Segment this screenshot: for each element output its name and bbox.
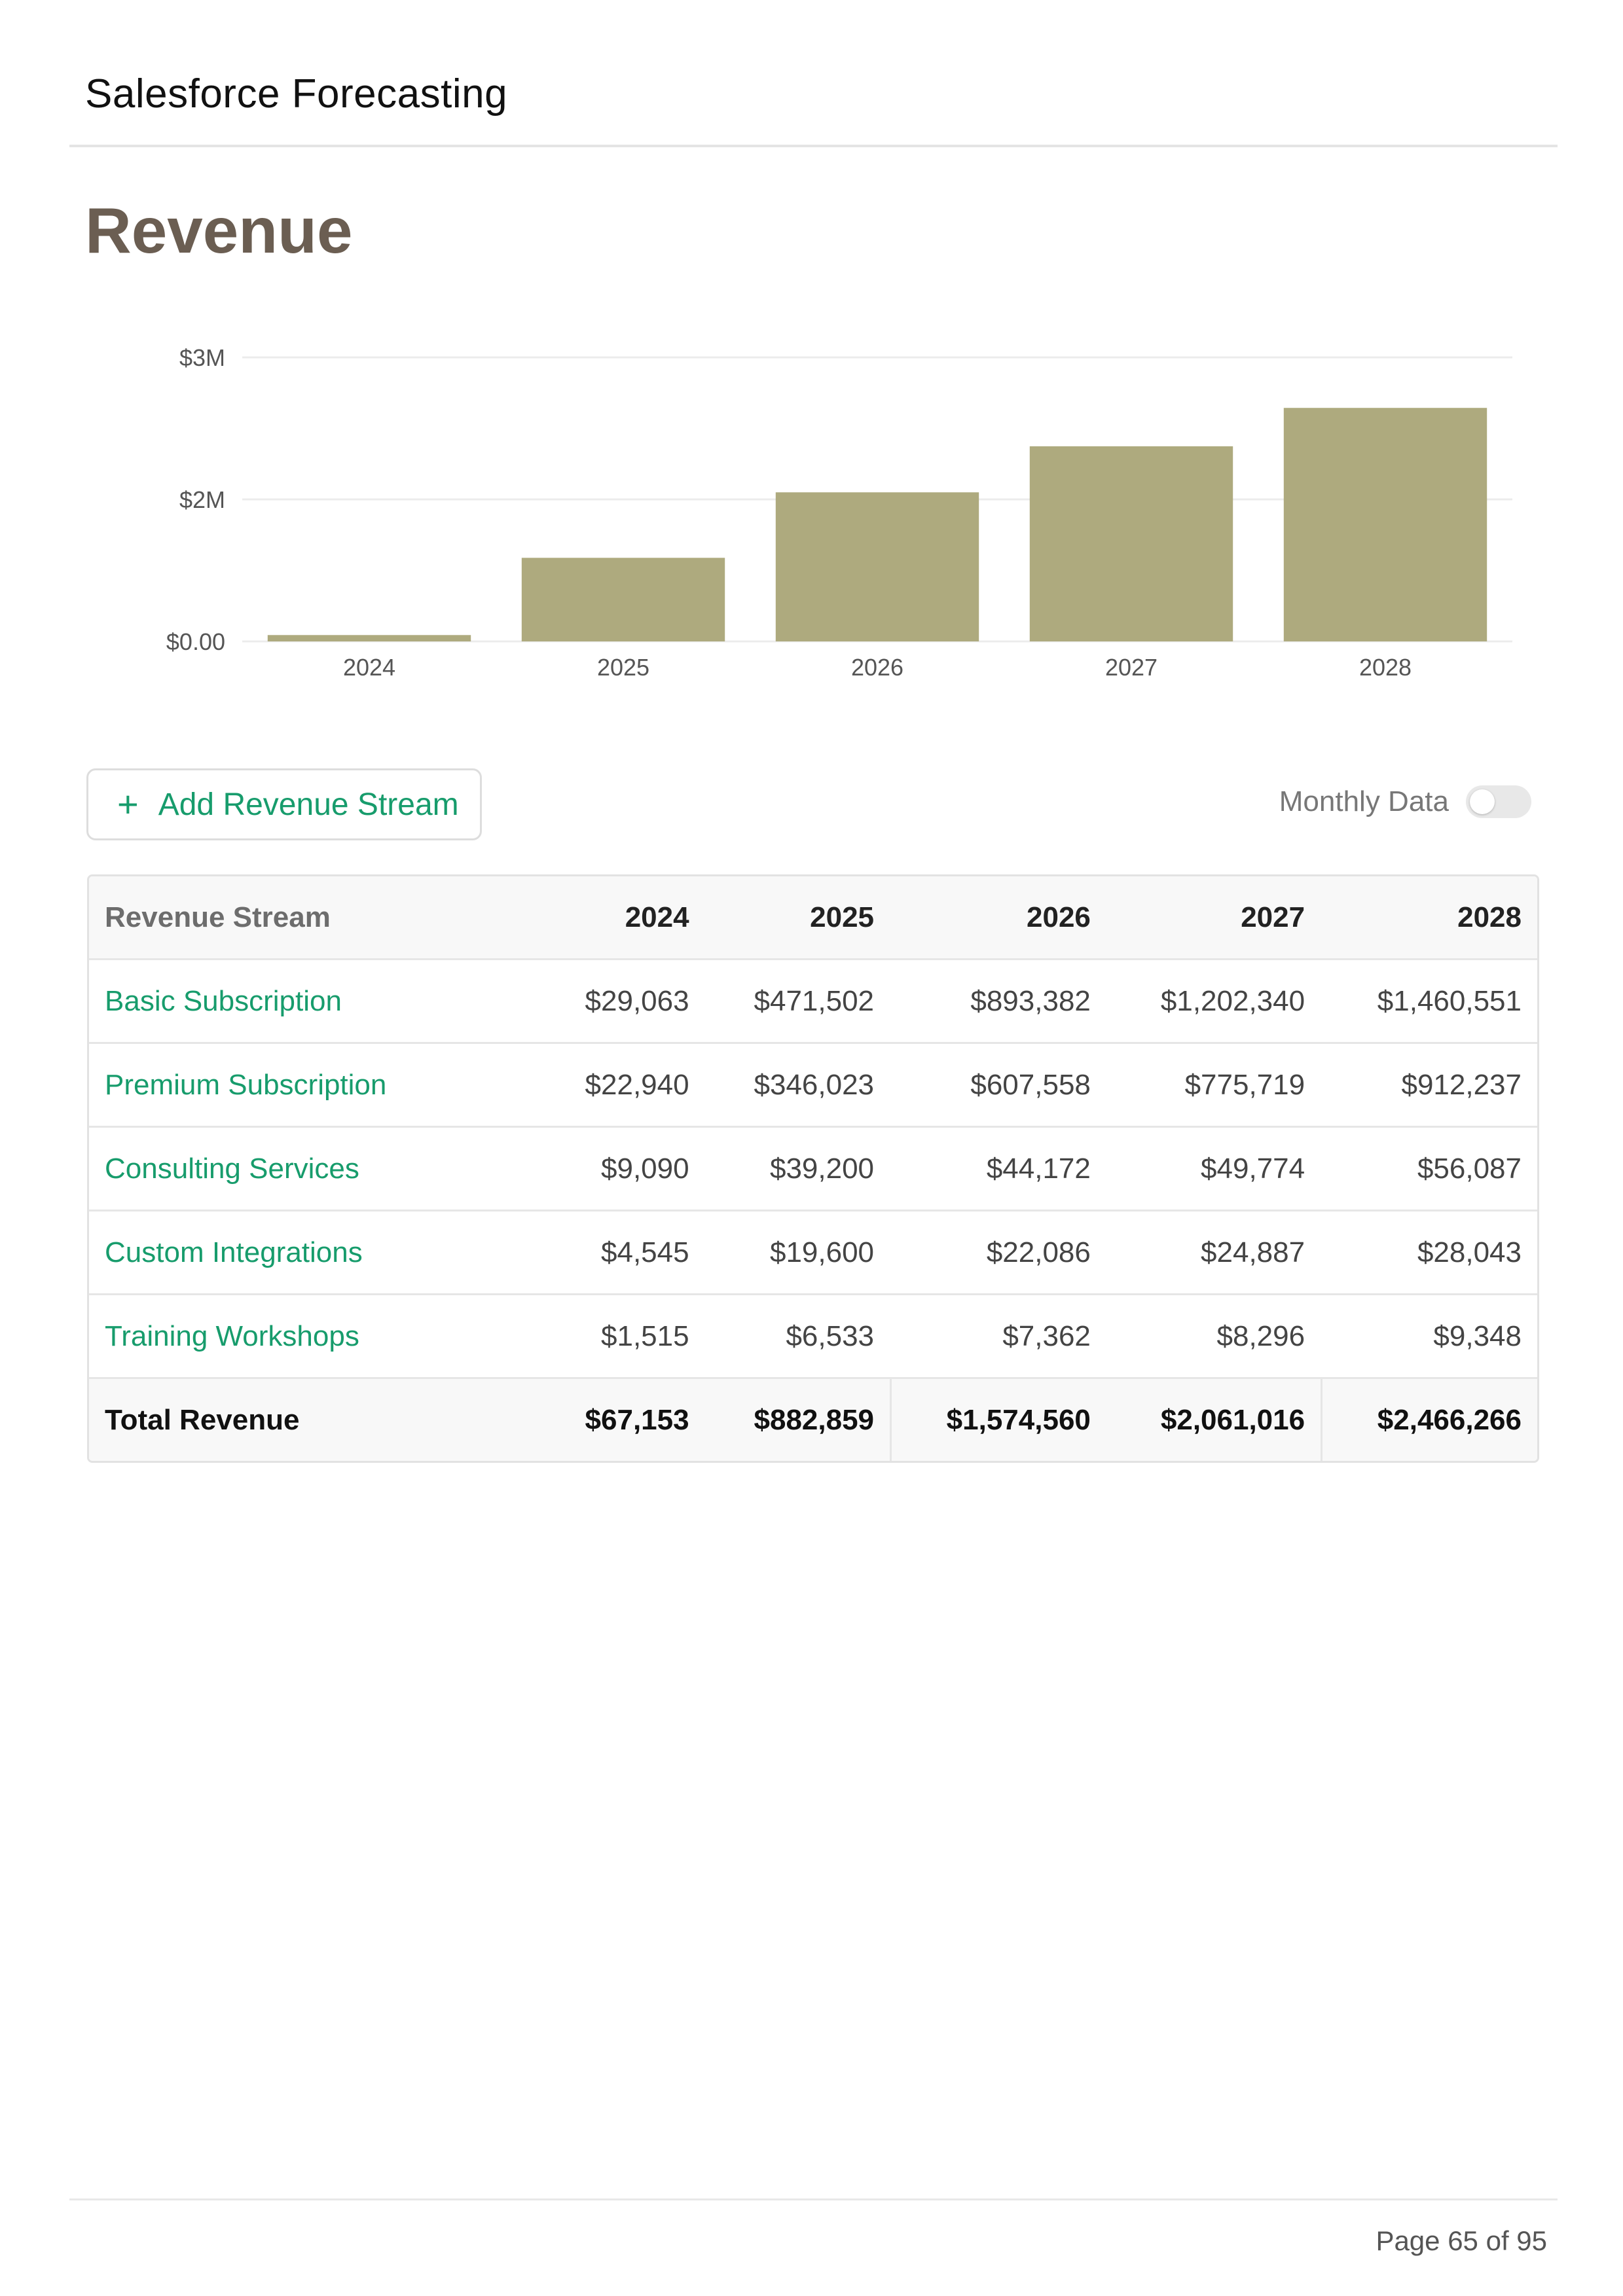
table-cell: $29,063 xyxy=(539,960,705,1044)
x-tick-label: 2025 xyxy=(597,654,649,681)
x-tick-label: 2028 xyxy=(1359,654,1412,681)
table-cell: $19,600 xyxy=(704,1211,890,1295)
table-cell: $44,172 xyxy=(890,1128,1106,1211)
table-cell: $1,460,551 xyxy=(1321,960,1537,1044)
table-row: Custom Integrations $4,545 $19,600 $22,0… xyxy=(89,1211,1537,1295)
table-cell: $4,545 xyxy=(539,1211,705,1295)
footer-divider xyxy=(69,2198,1558,2200)
bar xyxy=(521,558,725,641)
add-revenue-stream-button[interactable]: + Add Revenue Stream xyxy=(86,768,482,840)
revenue-stream-link[interactable]: Consulting Services xyxy=(89,1128,539,1211)
table-cell: $39,200 xyxy=(704,1128,890,1211)
table-cell: $1,202,340 xyxy=(1106,960,1321,1044)
table-cell: $6,533 xyxy=(704,1295,890,1379)
monthly-data-toggle[interactable] xyxy=(1466,785,1531,818)
table-cell: $22,940 xyxy=(539,1044,705,1128)
table-row: Consulting Services $9,090 $39,200 $44,1… xyxy=(89,1128,1537,1211)
table-cell: $1,515 xyxy=(539,1295,705,1379)
table-cell: $7,362 xyxy=(890,1295,1106,1379)
revenue-stream-link[interactable]: Basic Subscription xyxy=(89,960,539,1044)
x-tick-label: 2027 xyxy=(1105,654,1158,681)
revenue-table: Revenue Stream 2024 2025 2026 2027 2028 … xyxy=(87,874,1539,1463)
header-divider xyxy=(69,145,1558,147)
table-cell: $607,558 xyxy=(890,1044,1106,1128)
revenue-stream-link[interactable]: Premium Subscription xyxy=(89,1044,539,1128)
page-number: Page 65 of 95 xyxy=(1376,2225,1547,2256)
monthly-data-label: Monthly Data xyxy=(1279,785,1449,817)
total-cell: $882,859 xyxy=(704,1379,890,1461)
column-header-revenue-stream: Revenue Stream xyxy=(89,876,539,960)
table-row: Training Workshops $1,515 $6,533 $7,362 … xyxy=(89,1295,1537,1379)
total-cell: $1,574,560 xyxy=(890,1379,1106,1461)
table-cell: $775,719 xyxy=(1106,1044,1321,1128)
y-tick-label: $0.00 xyxy=(166,628,225,655)
column-header-2027: 2027 xyxy=(1106,876,1321,960)
total-row: Total Revenue $67,153 $882,859 $1,574,56… xyxy=(89,1379,1537,1461)
total-cell: $67,153 xyxy=(539,1379,705,1461)
table-cell: $56,087 xyxy=(1321,1128,1537,1211)
bar xyxy=(1283,408,1487,641)
revenue-stream-link[interactable]: Training Workshops xyxy=(89,1295,539,1379)
table-cell: $912,237 xyxy=(1321,1044,1537,1128)
table-cell: $471,502 xyxy=(704,960,890,1044)
bar xyxy=(775,492,979,641)
total-cell: $2,466,266 xyxy=(1321,1379,1537,1461)
column-header-2024: 2024 xyxy=(539,876,705,960)
bar xyxy=(267,635,471,641)
header-title: Salesforce Forecasting xyxy=(85,71,508,117)
x-tick-label: 2024 xyxy=(343,654,395,681)
table-cell: $24,887 xyxy=(1106,1211,1321,1295)
table-cell: $22,086 xyxy=(890,1211,1106,1295)
x-tick-label: 2026 xyxy=(851,654,903,681)
monthly-data-control: Monthly Data xyxy=(1279,785,1531,818)
toggle-knob xyxy=(1470,789,1495,814)
table-cell: $8,296 xyxy=(1106,1295,1321,1379)
bar xyxy=(1029,446,1233,641)
revenue-stream-link[interactable]: Custom Integrations xyxy=(89,1211,539,1295)
table-cell: $28,043 xyxy=(1321,1211,1537,1295)
column-header-2028: 2028 xyxy=(1321,876,1537,960)
table-row: Premium Subscription $22,940 $346,023 $6… xyxy=(89,1044,1537,1128)
column-header-2026: 2026 xyxy=(890,876,1106,960)
table-cell: $49,774 xyxy=(1106,1128,1321,1211)
total-label: Total Revenue xyxy=(89,1379,539,1461)
table-cell: $9,348 xyxy=(1321,1295,1537,1379)
table-header-row: Revenue Stream 2024 2025 2026 2027 2028 xyxy=(89,876,1537,960)
table-cell: $346,023 xyxy=(704,1044,890,1128)
column-header-2025: 2025 xyxy=(704,876,890,960)
page-title: Revenue xyxy=(85,194,353,266)
y-tick-label: $3M xyxy=(179,344,225,371)
total-cell: $2,061,016 xyxy=(1106,1379,1321,1461)
table-cell: $9,090 xyxy=(539,1128,705,1211)
plus-icon: + xyxy=(117,783,139,825)
table-row: Basic Subscription $29,063 $471,502 $893… xyxy=(89,960,1537,1044)
revenue-bar-chart: $0.00 $2M $3M 2024 2025 2026 2027 2028 xyxy=(166,344,1512,681)
add-revenue-stream-label: Add Revenue Stream xyxy=(158,787,459,822)
y-tick-label: $2M xyxy=(179,486,225,513)
table-cell: $893,382 xyxy=(890,960,1106,1044)
